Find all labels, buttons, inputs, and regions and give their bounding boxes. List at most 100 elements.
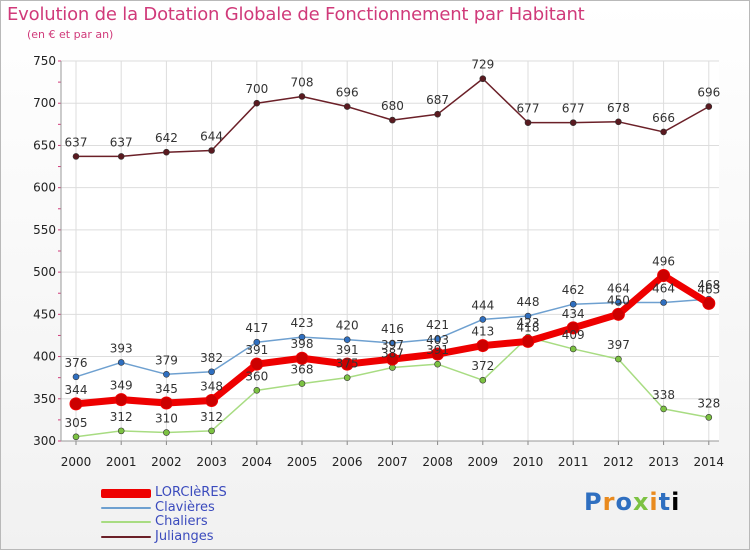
data-label-chaliers: 368 bbox=[291, 363, 314, 377]
data-point-clavires bbox=[253, 338, 261, 346]
data-point-lorcires bbox=[205, 393, 219, 407]
data-point-clavires bbox=[72, 373, 80, 381]
data-point-lorcires bbox=[521, 334, 535, 348]
x-tick-label: 2001 bbox=[106, 455, 137, 469]
data-label-chaliers: 372 bbox=[471, 359, 494, 373]
data-point-clavires bbox=[298, 333, 306, 341]
data-point-lorcires bbox=[295, 351, 309, 365]
data-point-julianges bbox=[705, 103, 713, 110]
data-point-lorcires bbox=[385, 352, 399, 366]
data-label-lorcires: 434 bbox=[562, 307, 585, 321]
data-point-clavires bbox=[479, 316, 487, 323]
data-point-julianges bbox=[72, 153, 80, 160]
data-point-julianges bbox=[117, 153, 125, 160]
x-tick-label: 2010 bbox=[513, 455, 544, 469]
data-label-clavires: 468 bbox=[697, 278, 720, 292]
x-tick-label: 2011 bbox=[558, 455, 589, 469]
chart-subtitle: (en € et par an) bbox=[27, 28, 114, 41]
x-tick-label: 2013 bbox=[648, 455, 679, 469]
x-tick-label: 2006 bbox=[332, 455, 363, 469]
data-label-julianges: 680 bbox=[381, 99, 404, 113]
data-label-clavires: 376 bbox=[65, 356, 88, 370]
y-tick-label: 350 bbox=[33, 392, 56, 406]
data-point-clavires bbox=[660, 299, 667, 306]
x-tick-label: 2000 bbox=[61, 455, 92, 469]
data-label-lorcires: 418 bbox=[517, 320, 540, 334]
data-label-julianges: 644 bbox=[200, 130, 223, 144]
data-point-clavires bbox=[434, 335, 441, 343]
y-tick-label: 700 bbox=[33, 96, 56, 110]
data-label-lorcires: 413 bbox=[471, 325, 494, 339]
data-label-lorcires: 391 bbox=[245, 343, 268, 357]
data-label-clavires: 423 bbox=[291, 316, 314, 330]
data-label-chaliers: 375 bbox=[336, 357, 359, 371]
legend-label-lorcieres: LORCIèRES bbox=[155, 485, 227, 501]
data-point-julianges bbox=[479, 75, 487, 83]
data-label-lorcires: 348 bbox=[200, 379, 223, 393]
data-label-lorcires: 344 bbox=[65, 383, 88, 397]
data-label-julianges: 696 bbox=[336, 86, 359, 100]
data-point-chaliers bbox=[72, 433, 80, 441]
x-tick-label: 2014 bbox=[694, 455, 725, 469]
data-label-julianges: 687 bbox=[426, 93, 449, 107]
x-tick-label: 2012 bbox=[603, 455, 634, 469]
legend-item-chaliers: Chaliers bbox=[101, 515, 227, 530]
data-label-clavires: 417 bbox=[245, 321, 268, 335]
data-label-clavires: 462 bbox=[562, 283, 585, 297]
data-label-lorcires: 398 bbox=[291, 337, 314, 351]
data-point-chaliers bbox=[569, 345, 577, 353]
data-label-chaliers: 328 bbox=[697, 396, 720, 410]
data-point-julianges bbox=[253, 99, 261, 107]
data-label-chaliers: 397 bbox=[607, 338, 630, 352]
y-tick-label: 500 bbox=[33, 265, 56, 279]
legend-swatch-julianges bbox=[101, 535, 151, 538]
data-point-julianges bbox=[298, 93, 306, 100]
y-tick-label: 450 bbox=[33, 307, 56, 321]
data-label-clavires: 416 bbox=[381, 322, 404, 336]
data-point-chaliers bbox=[117, 427, 125, 435]
data-point-clavires bbox=[389, 339, 396, 347]
legend-item-julianges: Julianges bbox=[101, 528, 227, 545]
data-point-julianges bbox=[524, 119, 532, 126]
data-label-lorcires: 349 bbox=[110, 379, 133, 393]
plot-area bbox=[61, 61, 719, 441]
data-point-lorcires bbox=[69, 397, 83, 411]
data-label-clavires: 444 bbox=[471, 298, 494, 312]
data-label-julianges: 696 bbox=[697, 86, 720, 100]
data-label-julianges: 637 bbox=[65, 135, 88, 149]
data-label-clavires: 421 bbox=[426, 318, 449, 332]
data-point-chaliers bbox=[479, 376, 487, 384]
legend-label-clavieres: Clavières bbox=[155, 499, 215, 515]
legend-label-julianges: Julianges bbox=[155, 528, 214, 544]
data-label-clavires: 420 bbox=[336, 319, 359, 333]
data-point-julianges bbox=[343, 103, 351, 110]
data-label-julianges: 666 bbox=[652, 111, 675, 125]
chart-title: Evolution de la Dotation Globale de Fonc… bbox=[7, 4, 585, 25]
data-point-chaliers bbox=[434, 360, 441, 368]
data-label-lorcires: 463 bbox=[697, 282, 720, 296]
data-label-lorcires: 397 bbox=[381, 338, 404, 352]
x-tick-label: 2009 bbox=[468, 455, 499, 469]
y-tick-label: 650 bbox=[33, 138, 56, 152]
data-label-chaliers: 423 bbox=[517, 316, 540, 330]
data-label-chaliers: 312 bbox=[200, 410, 223, 424]
data-point-clavires bbox=[343, 336, 351, 343]
data-label-chaliers: 391 bbox=[426, 343, 449, 357]
legend-label-chaliers: Chaliers bbox=[155, 514, 208, 530]
data-point-julianges bbox=[660, 128, 667, 136]
x-tick-label: 2004 bbox=[242, 455, 273, 469]
data-label-julianges: 678 bbox=[607, 101, 630, 115]
data-point-lorcires bbox=[159, 396, 173, 410]
data-point-lorcires bbox=[702, 296, 716, 310]
data-label-julianges: 637 bbox=[110, 135, 133, 149]
data-label-clavires: 379 bbox=[155, 353, 178, 367]
data-label-julianges: 677 bbox=[562, 102, 585, 116]
y-tick-label: 550 bbox=[33, 223, 56, 237]
data-label-julianges: 729 bbox=[471, 58, 494, 72]
y-tick-label: 400 bbox=[33, 350, 56, 364]
data-label-chaliers: 310 bbox=[155, 412, 178, 426]
data-label-lorcires: 391 bbox=[336, 343, 359, 357]
data-point-lorcires bbox=[431, 347, 445, 361]
